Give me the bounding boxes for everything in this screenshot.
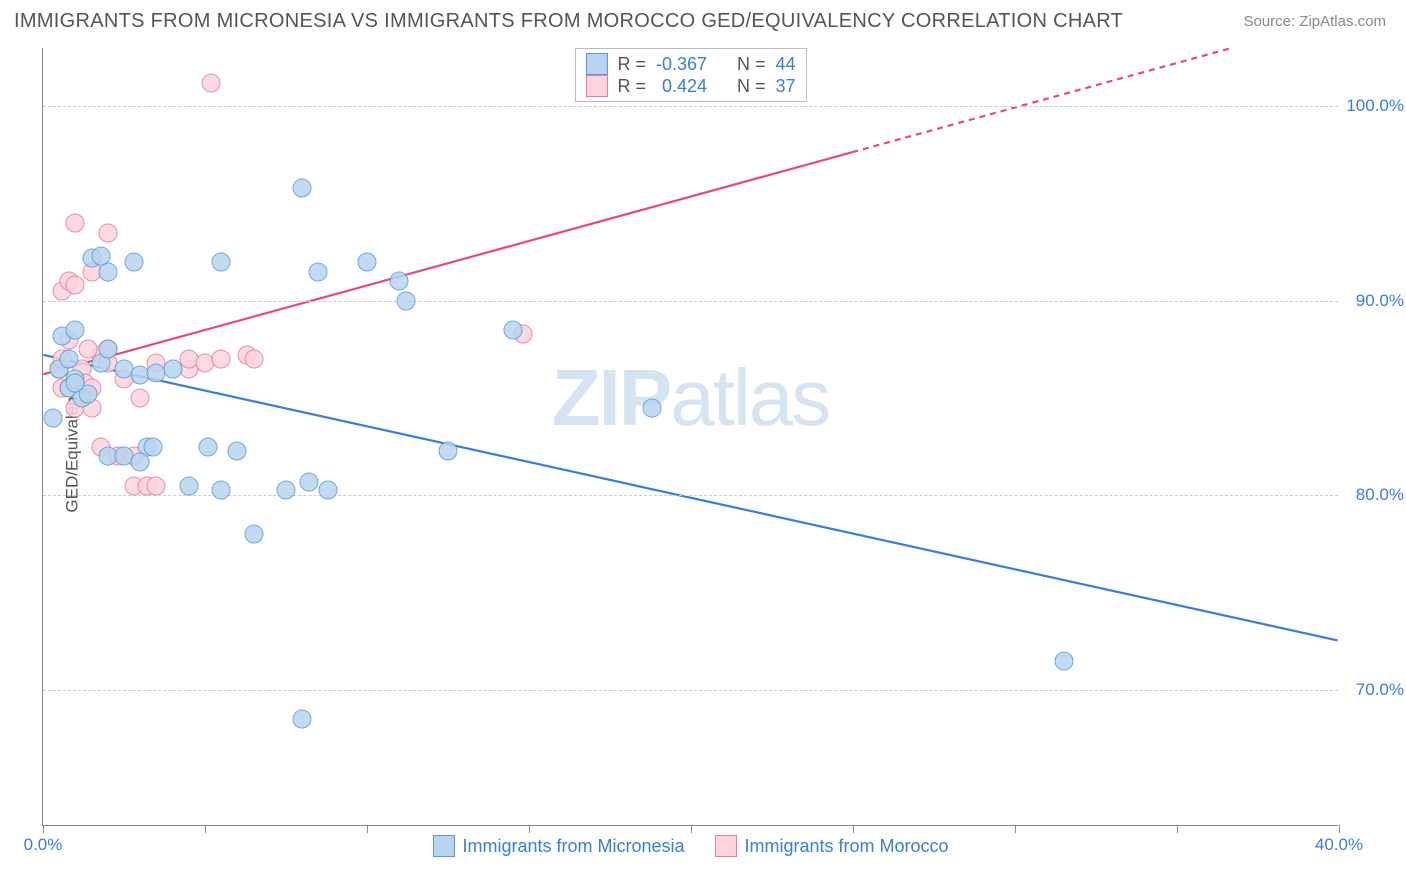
- x-tick: [367, 825, 368, 833]
- watermark: ZIPatlas: [552, 352, 829, 444]
- scatter-point: [147, 476, 166, 495]
- scatter-point: [163, 359, 182, 378]
- scatter-point: [131, 453, 150, 472]
- y-tick-label: 100.0%: [1346, 96, 1404, 116]
- trend-lines: [43, 48, 1338, 825]
- x-tick: [205, 825, 206, 833]
- x-tick: [529, 825, 530, 833]
- scatter-point: [643, 398, 662, 417]
- grid-line-h: [43, 495, 1338, 496]
- scatter-point: [299, 472, 318, 491]
- grid-line-h: [43, 690, 1338, 691]
- series-b-legend-swatch: [715, 835, 737, 857]
- scatter-point: [212, 252, 231, 271]
- y-tick-label: 80.0%: [1356, 485, 1404, 505]
- scatter-point: [66, 276, 85, 295]
- scatter-point: [439, 441, 458, 460]
- grid-line-h: [43, 301, 1338, 302]
- scatter-point: [59, 350, 78, 369]
- grid-line-h: [43, 106, 1338, 107]
- x-tick: [1177, 825, 1178, 833]
- x-tick-label-left: 0.0%: [24, 835, 63, 855]
- scatter-point: [277, 480, 296, 499]
- series-a-legend-swatch: [432, 835, 454, 857]
- scatter-point: [98, 340, 117, 359]
- scatter-point: [390, 272, 409, 291]
- scatter-point: [244, 525, 263, 544]
- x-tick-label-right: 40.0%: [1315, 835, 1363, 855]
- series-legend: Immigrants from Micronesia Immigrants fr…: [432, 835, 948, 857]
- series-b-legend-label: Immigrants from Morocco: [745, 836, 949, 857]
- chart-title: IMMIGRANTS FROM MICRONESIA VS IMMIGRANTS…: [14, 10, 1123, 33]
- series-a-r-value: -0.367: [656, 54, 707, 75]
- plot-area: ZIPatlas R = -0.367 N = 44 R = 0.424 N =…: [42, 48, 1338, 826]
- scatter-point: [98, 223, 117, 242]
- correlation-legend: R = -0.367 N = 44 R = 0.424 N = 37: [574, 48, 806, 102]
- series-a-swatch: [585, 53, 607, 75]
- scatter-point: [92, 247, 111, 266]
- series-a-n-value: 44: [776, 54, 796, 75]
- x-tick: [1015, 825, 1016, 833]
- scatter-point: [124, 252, 143, 271]
- scatter-point: [66, 214, 85, 233]
- x-tick: [691, 825, 692, 833]
- x-tick: [43, 825, 44, 833]
- source-label: Source: ZipAtlas.com: [1243, 13, 1386, 30]
- x-tick: [853, 825, 854, 833]
- scatter-point: [212, 350, 231, 369]
- scatter-point: [293, 710, 312, 729]
- scatter-point: [396, 291, 415, 310]
- x-tick: [1339, 825, 1340, 833]
- series-a-legend-label: Immigrants from Micronesia: [462, 836, 684, 857]
- scatter-point: [293, 179, 312, 198]
- scatter-point: [199, 437, 218, 456]
- scatter-point: [228, 441, 247, 460]
- scatter-point: [212, 480, 231, 499]
- scatter-point: [309, 262, 328, 281]
- scatter-point: [66, 373, 85, 392]
- series-b-r-value: 0.424: [662, 76, 707, 97]
- scatter-point: [66, 321, 85, 340]
- scatter-point: [244, 350, 263, 369]
- scatter-point: [358, 252, 377, 271]
- scatter-point: [131, 389, 150, 408]
- scatter-point: [179, 476, 198, 495]
- y-tick-label: 70.0%: [1356, 680, 1404, 700]
- series-b-n-value: 37: [776, 76, 796, 97]
- scatter-point: [503, 321, 522, 340]
- series-b-swatch: [585, 75, 607, 97]
- scatter-point: [319, 480, 338, 499]
- scatter-point: [1054, 651, 1073, 670]
- scatter-point: [43, 408, 62, 427]
- y-tick-label: 90.0%: [1356, 291, 1404, 311]
- scatter-point: [144, 437, 163, 456]
- scatter-point: [202, 74, 221, 93]
